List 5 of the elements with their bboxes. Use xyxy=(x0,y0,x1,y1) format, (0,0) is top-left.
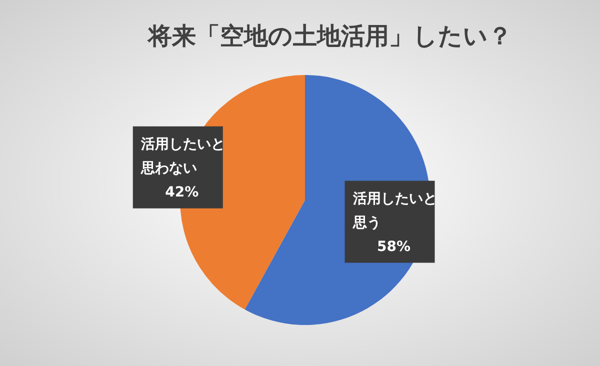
slice-label: 活用したいと思わない xyxy=(140,136,225,177)
data-label: 58% xyxy=(376,239,411,256)
slice-label: 活用したいと思う xyxy=(352,191,437,232)
chart-title: 将来「空地の土地活用」したい？ xyxy=(146,22,512,50)
data-label: 42% xyxy=(165,184,199,201)
